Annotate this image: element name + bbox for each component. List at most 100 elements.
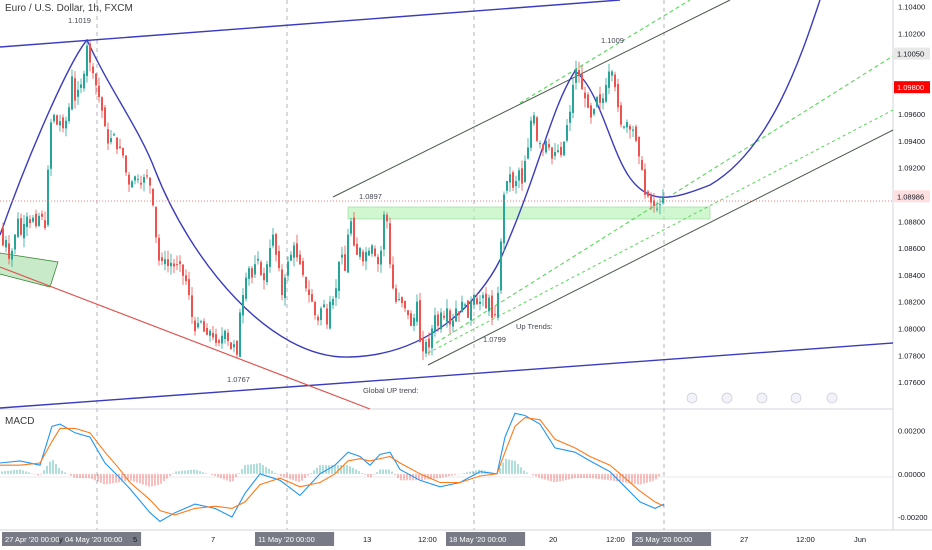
- candle-body: [143, 177, 145, 183]
- price-badge: [894, 81, 930, 94]
- candle-body: [65, 120, 67, 129]
- candle-body: [215, 334, 217, 343]
- candle-body: [17, 218, 19, 237]
- candle-body: [5, 240, 7, 248]
- candle-body: [173, 263, 175, 267]
- candle-body: [521, 168, 523, 184]
- candle-body: [362, 251, 364, 262]
- price-tick-label: 1.09600: [898, 110, 925, 119]
- candle-body: [548, 144, 550, 148]
- candle-body: [374, 248, 376, 257]
- candle-body: [524, 160, 526, 183]
- candle-body: [389, 223, 391, 265]
- candle-body: [506, 181, 508, 191]
- price-tick-label: 1.09400: [898, 137, 925, 146]
- candle-body: [431, 328, 433, 349]
- time-tick-label: 04 May '20 00:00: [65, 535, 122, 544]
- candle-body: [254, 264, 256, 275]
- price-tick-label: 1.07600: [898, 378, 925, 387]
- candle-body: [599, 94, 601, 103]
- flag-icon[interactable]: [686, 392, 698, 404]
- macd-histogram: [1, 458, 663, 487]
- candle-body: [278, 251, 280, 269]
- candle-body: [464, 304, 466, 306]
- candle-body: [425, 341, 427, 354]
- price-badge: [894, 190, 930, 203]
- candle-body: [113, 134, 115, 136]
- candle-body: [335, 288, 337, 298]
- candle-body: [275, 233, 277, 255]
- candle-body: [107, 129, 109, 144]
- time-tick-label: 7: [211, 535, 215, 544]
- candle-body: [29, 219, 31, 224]
- candle-body: [194, 320, 196, 332]
- flag-icon[interactable]: [756, 392, 768, 404]
- price-axis: 1.10400 1.10200 1.09600 1.09400 1.09200 1.088…: [898, 3, 925, 387]
- annotation-1-0799: 1.0799: [483, 335, 506, 344]
- flag-icon[interactable]: [826, 392, 838, 404]
- time-tick-label: Jun: [854, 535, 866, 544]
- flag-icon[interactable]: [790, 392, 802, 404]
- chart-title: Euro / U.S. Dollar, 1h, FXCM: [5, 3, 133, 14]
- candle-body: [227, 332, 229, 342]
- candle-body: [122, 148, 124, 156]
- top-resistance-line: [0, 0, 621, 48]
- candle-body: [620, 105, 622, 125]
- flag-icon[interactable]: [721, 392, 733, 404]
- candle-body: [536, 117, 538, 141]
- candle-body: [563, 141, 565, 156]
- candle-body: [578, 70, 580, 76]
- annotation-high-2: 1.1009: [601, 36, 624, 45]
- candle-body: [452, 320, 454, 327]
- candle-body: [41, 213, 43, 217]
- candle-body: [230, 342, 232, 350]
- candle-body: [209, 330, 211, 336]
- price-tick-label: 1.09200: [898, 164, 925, 173]
- event-icons[interactable]: [686, 392, 838, 404]
- candle-body: [587, 94, 589, 108]
- time-tick-highlight: [632, 532, 712, 546]
- candle-body: [86, 45, 88, 77]
- candle-body: [290, 254, 292, 261]
- candle-body: [497, 292, 499, 318]
- candle-body: [245, 277, 247, 299]
- macd-axis: 0.00200 0.00000 -0.00200: [898, 427, 928, 522]
- candle-body: [569, 111, 571, 123]
- candle-body: [203, 321, 205, 332]
- candle-body: [233, 344, 235, 348]
- candle-body: [152, 188, 154, 206]
- candle-body: [260, 262, 262, 275]
- time-tick-label: 25 May '20 00:00: [635, 535, 692, 544]
- candle-body: [575, 69, 577, 83]
- macd-lines: [0, 412, 665, 523]
- candle-body: [242, 295, 244, 316]
- candle-body: [332, 299, 334, 306]
- candle-body: [14, 234, 16, 250]
- candle-body: [269, 248, 271, 267]
- candle-body: [329, 301, 331, 329]
- time-tick-label: 13: [363, 535, 371, 544]
- price-tick-label: 1.10200: [898, 30, 925, 39]
- candle-body: [617, 83, 619, 108]
- candle-body: [473, 295, 475, 305]
- price-tick-label: 1.07800: [898, 351, 925, 360]
- candle-body: [185, 275, 187, 282]
- macd-tick-label: 0.00200: [898, 427, 925, 436]
- time-axis: 27 Apr '20 00:00 04 May '20 00:00 5 7 11 May…: [2, 532, 866, 546]
- candle-body: [659, 204, 661, 206]
- candle-body: [611, 71, 613, 76]
- candle-body: [299, 254, 301, 265]
- candle-body: [179, 261, 181, 265]
- candle-body: [434, 315, 436, 332]
- candle-body: [23, 223, 25, 239]
- candle-body: [530, 120, 532, 148]
- candle-body: [509, 174, 511, 183]
- candle-body: [95, 73, 97, 86]
- candle-body: [635, 126, 637, 141]
- candle-body: [626, 122, 628, 128]
- candle-body: [479, 301, 481, 304]
- candle-body: [341, 254, 343, 258]
- annotation-1-0767: 1.0767: [227, 375, 250, 384]
- macd-line: [0, 412, 665, 523]
